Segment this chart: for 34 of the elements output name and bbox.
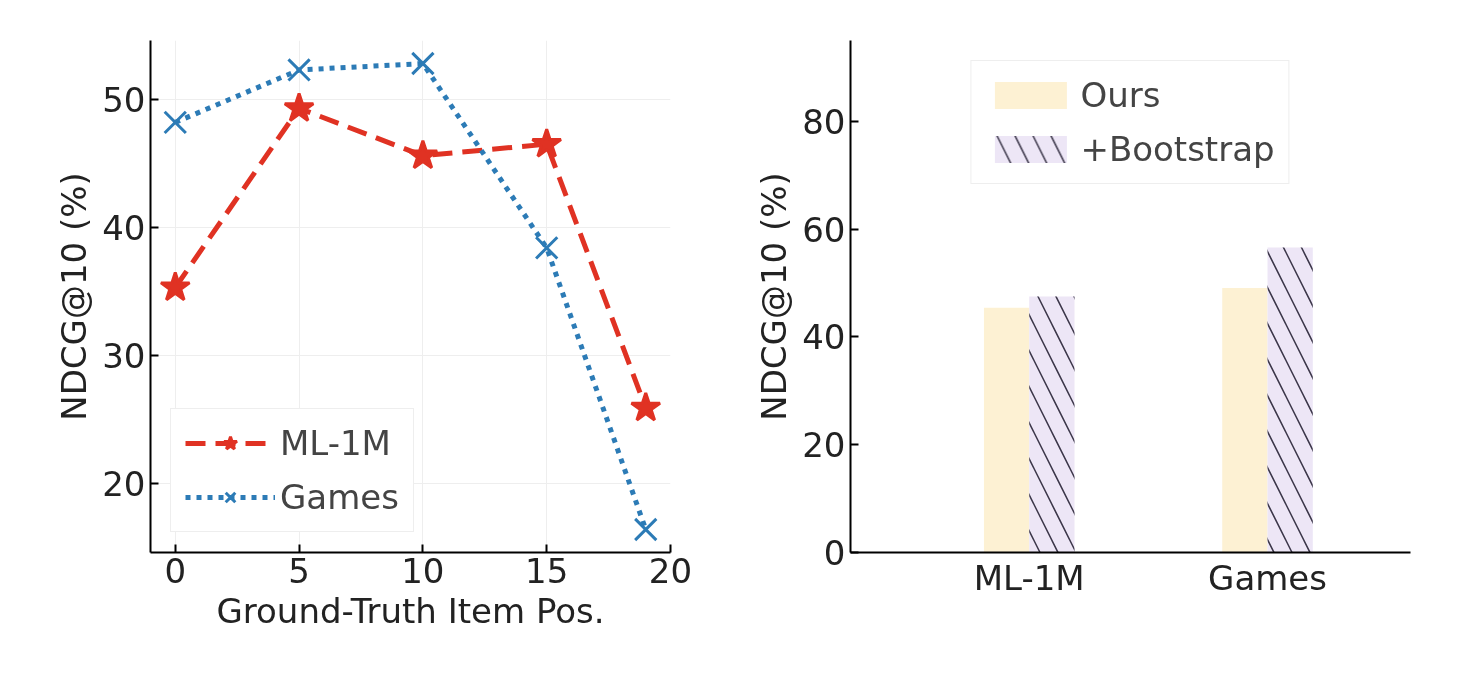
y-tick-label: 50 [102, 79, 146, 120]
y-axis-title: NDCG@10 (%) [54, 172, 95, 421]
point [534, 235, 559, 260]
y-tick-label: 60 [802, 209, 846, 250]
y-tick-label: 20 [102, 463, 146, 504]
point [283, 91, 315, 122]
y-tick-label: 30 [102, 335, 146, 376]
point [163, 110, 188, 135]
bar [1222, 287, 1268, 553]
x-tick-label: 5 [288, 550, 310, 591]
y-tick-label: 40 [102, 207, 146, 248]
point [530, 127, 563, 158]
legend-label: Ours [1080, 75, 1161, 115]
legend-label: Games [280, 477, 399, 517]
x-tick-label: 20 [648, 550, 693, 591]
point [286, 57, 312, 83]
x-axis-title: Ground-Truth Item Pos. [216, 590, 605, 631]
point [407, 139, 439, 170]
point [159, 271, 192, 302]
y-tick-label: 40 [802, 317, 846, 358]
bar [983, 307, 1030, 553]
y-tick-label: 20 [802, 425, 846, 466]
x-tick-label: 10 [401, 550, 445, 591]
legend-label: ML-1M [280, 423, 391, 463]
point [629, 391, 662, 422]
x-tick-label: ML-1M [973, 557, 1085, 598]
y-axis-title: NDCG@10 (%) [754, 172, 795, 421]
x-tick-label: Games [1208, 557, 1327, 598]
point [410, 51, 435, 76]
x-tick-label: 0 [164, 550, 187, 591]
point [633, 517, 658, 542]
x-tick-label: 15 [525, 550, 569, 591]
y-tick-label: 80 [802, 101, 846, 142]
legend-label: +Bootstrap [1080, 129, 1275, 169]
